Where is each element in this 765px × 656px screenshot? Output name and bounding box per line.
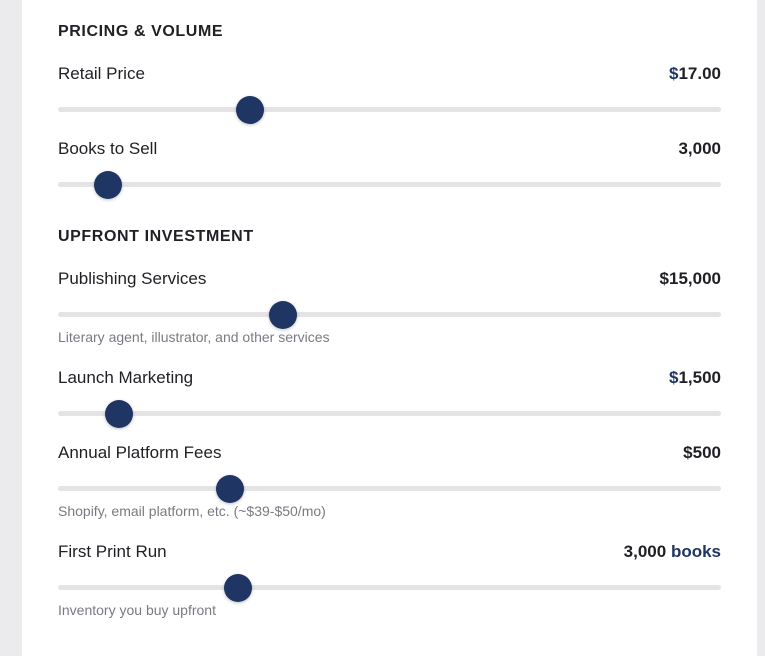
launch-marketing-slider-track[interactable]: [58, 411, 721, 416]
retail-price-value: $17.00: [669, 64, 721, 84]
launch-marketing-currency: $: [668, 368, 679, 387]
first-print-run-amount: 3,000: [623, 542, 667, 561]
books-to-sell-slider-track[interactable]: [58, 182, 721, 187]
annual-platform-fees-value: $500: [683, 443, 721, 462]
first-print-run-label: First Print Run: [58, 542, 167, 561]
publishing-services-slider-thumb[interactable]: [269, 301, 298, 329]
books-to-sell-value: 3,000: [678, 139, 721, 158]
annual-platform-fees-slider-track[interactable]: [58, 486, 721, 491]
annual-platform-fees-label: Annual Platform Fees: [58, 443, 222, 462]
retail-price-slider-track[interactable]: [58, 107, 721, 112]
first-print-run-hint: Inventory you buy upfront: [58, 602, 216, 618]
calculator-card: PRICING & VOLUME Retail Price $17.00 Boo…: [22, 0, 757, 656]
publishing-services-value: $15,000: [659, 269, 721, 288]
first-print-run-slider-thumb[interactable]: [223, 574, 252, 602]
launch-marketing-amount: 1,500: [678, 368, 721, 387]
retail-price-amount: 17.00: [678, 64, 721, 83]
books-to-sell-label: Books to Sell: [58, 139, 158, 158]
first-print-run-unit: books: [670, 542, 721, 561]
retail-price-currency: $: [668, 64, 679, 83]
first-print-run-value: 3,000 books: [624, 542, 721, 562]
publishing-services-hint: Literary agent, illustrator, and other s…: [58, 329, 330, 345]
launch-marketing-slider-thumb[interactable]: [104, 400, 133, 428]
section-title-pricing-volume: PRICING & VOLUME: [58, 23, 224, 40]
retail-price-label: Retail Price: [58, 64, 145, 83]
first-print-run-slider-track[interactable]: [58, 585, 721, 590]
publishing-services-label: Publishing Services: [58, 269, 207, 288]
annual-platform-fees-hint: Shopify, email platform, etc. (~$39-$50/…: [58, 503, 326, 519]
launch-marketing-label: Launch Marketing: [58, 368, 194, 387]
launch-marketing-value: $1,500: [669, 368, 721, 388]
annual-platform-fees-slider-thumb[interactable]: [215, 475, 244, 503]
section-title-upfront-investment: UPFRONT INVESTMENT: [58, 228, 254, 245]
books-to-sell-slider-thumb[interactable]: [93, 171, 122, 199]
publishing-services-slider-track[interactable]: [58, 312, 721, 317]
retail-price-slider-thumb[interactable]: [236, 96, 265, 124]
